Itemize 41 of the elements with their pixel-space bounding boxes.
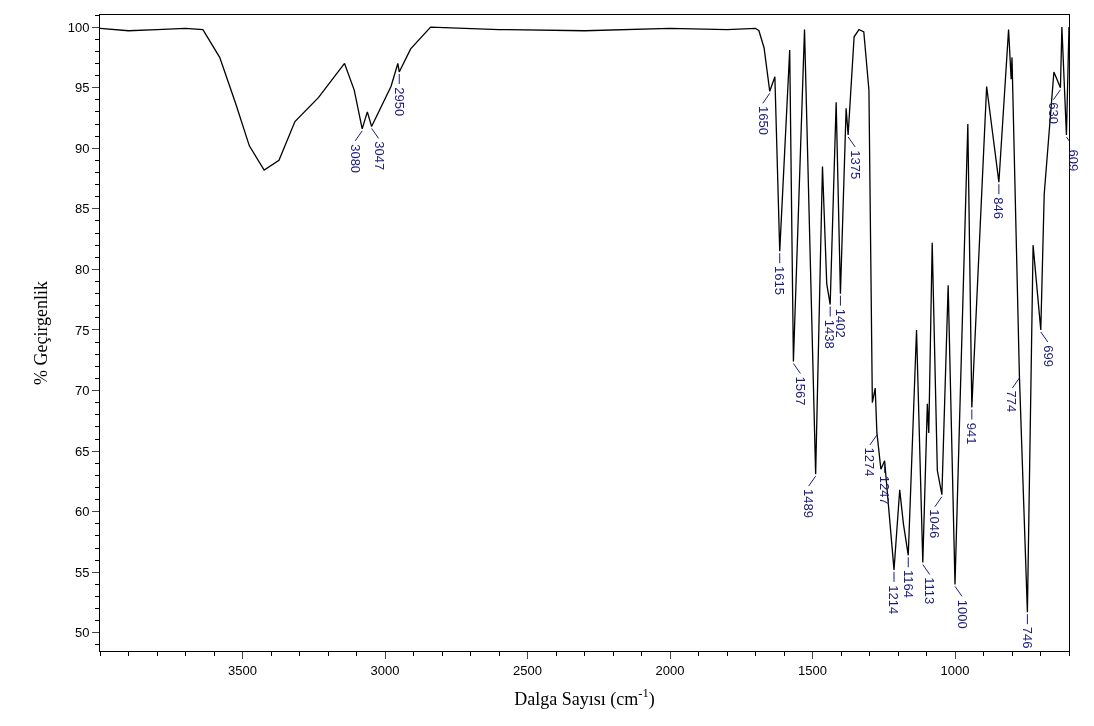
annotation: 1046 <box>927 509 943 539</box>
annotation: 2950 <box>391 87 407 117</box>
y-tick-label: 75 <box>74 322 90 338</box>
annotation: 3047 <box>371 141 387 171</box>
annotation: 1113 <box>921 577 937 605</box>
annotation: 1164 <box>900 570 916 599</box>
y-tick-label: 55 <box>74 564 90 580</box>
annotation: 3080 <box>347 144 363 174</box>
y-tick-label: 90 <box>74 140 90 156</box>
annotation: 1615 <box>772 266 788 295</box>
x-tick-label: 3000 <box>370 662 400 678</box>
annotation: 1000 <box>954 599 970 629</box>
annotation: 630 <box>1046 102 1062 124</box>
y-tick-label: 50 <box>74 625 90 641</box>
annotation: 1214 <box>886 585 902 615</box>
y-axis-title: % Geçirgenlik <box>30 280 51 386</box>
x-tick-label: 1500 <box>798 662 827 678</box>
annotation: 746 <box>1019 626 1035 649</box>
y-tick-label: 100 <box>67 19 90 35</box>
y-tick-label: 85 <box>74 201 90 217</box>
y-tick-label: 70 <box>74 383 90 399</box>
annotation: 846 <box>991 197 1007 219</box>
annotation: 941 <box>964 422 980 445</box>
y-tick-label: 95 <box>74 80 90 96</box>
annotation: 609 <box>1066 149 1082 172</box>
annotation: 1375 <box>847 150 863 180</box>
annotation: 699 <box>1040 345 1056 367</box>
x-axis-title: Dalga Sayısı (cm$^{-1}$) <box>514 686 655 710</box>
annotation: 1650 <box>755 106 771 135</box>
x-tick-label: 3500 <box>228 662 257 678</box>
x-tick-label: 2000 <box>655 662 685 678</box>
y-tick-label: 80 <box>74 261 90 277</box>
annotation: 774 <box>1004 390 1020 413</box>
x-tick-label: 1000 <box>940 662 970 678</box>
y-tick-label: 60 <box>74 504 90 520</box>
annotation: 1567 <box>793 376 809 406</box>
y-tick-label: 65 <box>74 443 90 459</box>
annotation: 1489 <box>801 488 817 518</box>
annotation: 1247 <box>876 475 892 505</box>
annotation: 1274 <box>862 447 878 477</box>
x-tick-label: 2500 <box>513 662 542 678</box>
